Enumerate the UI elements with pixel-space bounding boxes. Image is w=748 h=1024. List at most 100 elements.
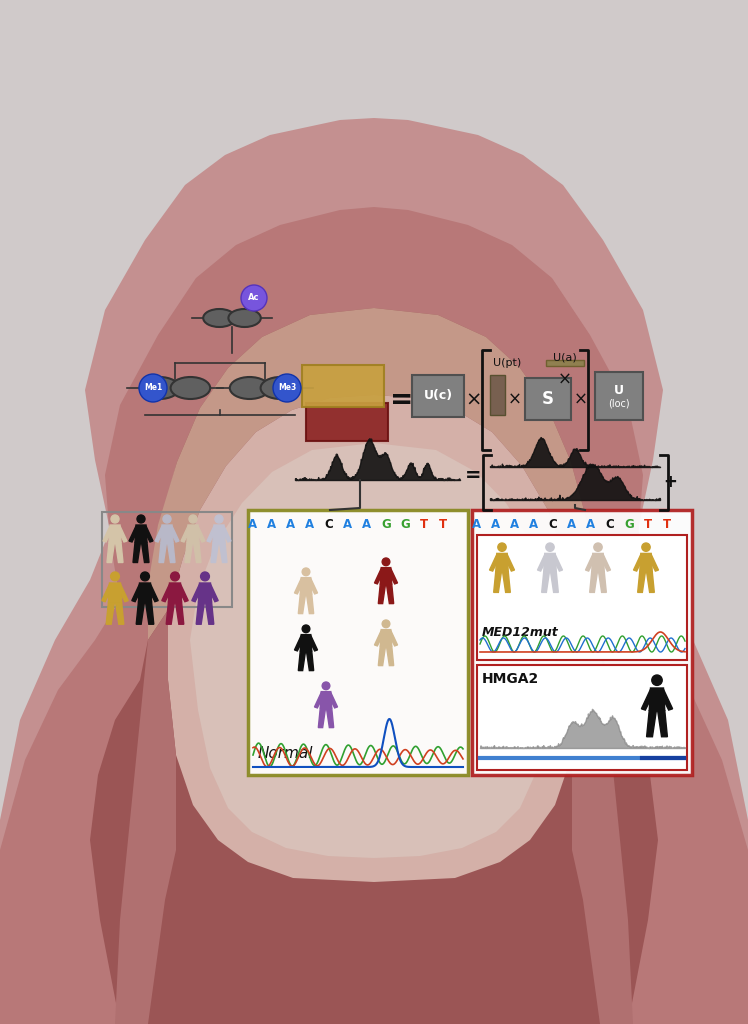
Text: A: A [568, 517, 577, 530]
Polygon shape [219, 543, 227, 562]
Text: T: T [420, 517, 428, 530]
FancyBboxPatch shape [248, 510, 468, 775]
Text: G: G [400, 517, 410, 530]
Polygon shape [161, 525, 173, 543]
Text: T: T [439, 517, 447, 530]
Circle shape [141, 572, 150, 581]
Text: C: C [606, 517, 614, 530]
Polygon shape [592, 553, 604, 571]
Polygon shape [0, 207, 748, 1024]
Text: U(c): U(c) [423, 389, 453, 402]
Polygon shape [195, 526, 205, 542]
Polygon shape [542, 571, 550, 593]
Text: A: A [248, 517, 257, 530]
Polygon shape [162, 584, 173, 602]
Polygon shape [375, 568, 384, 584]
Polygon shape [657, 711, 667, 736]
FancyBboxPatch shape [477, 665, 687, 770]
Polygon shape [328, 692, 337, 708]
Ellipse shape [171, 377, 210, 399]
Polygon shape [103, 526, 113, 542]
Text: ×: × [508, 391, 522, 409]
Polygon shape [646, 571, 654, 593]
Text: MED12mut: MED12mut [482, 626, 559, 639]
Text: A: A [286, 517, 295, 530]
Polygon shape [302, 365, 384, 407]
Polygon shape [168, 543, 175, 562]
Polygon shape [169, 526, 179, 542]
Polygon shape [136, 602, 144, 625]
Text: Ac: Ac [248, 294, 260, 302]
Polygon shape [308, 636, 317, 651]
Text: A: A [305, 517, 315, 530]
Polygon shape [595, 372, 643, 420]
Polygon shape [307, 594, 313, 613]
Polygon shape [319, 709, 325, 728]
Polygon shape [129, 526, 139, 542]
Polygon shape [115, 602, 124, 625]
Polygon shape [308, 579, 317, 594]
FancyBboxPatch shape [477, 535, 687, 660]
Polygon shape [387, 585, 393, 603]
Text: +: + [663, 473, 677, 490]
Polygon shape [298, 594, 305, 613]
Text: A: A [586, 517, 595, 530]
Text: G: G [381, 517, 391, 530]
Polygon shape [181, 526, 191, 542]
Polygon shape [196, 602, 204, 625]
Polygon shape [538, 554, 548, 571]
Polygon shape [207, 584, 218, 602]
Polygon shape [135, 525, 147, 543]
Circle shape [273, 374, 301, 402]
Polygon shape [168, 583, 182, 602]
Circle shape [546, 543, 554, 551]
Polygon shape [146, 602, 154, 625]
Polygon shape [551, 571, 558, 593]
Text: A: A [491, 517, 500, 530]
Polygon shape [190, 443, 558, 858]
Text: A: A [510, 517, 520, 530]
Polygon shape [380, 567, 392, 585]
Text: =: = [465, 466, 481, 484]
Polygon shape [634, 554, 644, 571]
Polygon shape [314, 692, 324, 708]
Polygon shape [320, 691, 332, 709]
Text: (loc): (loc) [608, 398, 630, 409]
Polygon shape [106, 602, 114, 625]
Circle shape [111, 515, 119, 523]
Text: U(pt): U(pt) [493, 358, 521, 368]
Polygon shape [115, 610, 176, 1024]
Polygon shape [648, 554, 658, 571]
Polygon shape [490, 375, 505, 415]
Text: A: A [268, 517, 277, 530]
Ellipse shape [260, 377, 300, 399]
Polygon shape [102, 584, 113, 602]
Text: ×: × [558, 371, 572, 389]
Polygon shape [306, 403, 388, 441]
Circle shape [137, 515, 145, 523]
Text: HMGA2: HMGA2 [482, 672, 539, 686]
Circle shape [302, 625, 310, 633]
Polygon shape [185, 543, 192, 562]
Polygon shape [375, 631, 384, 646]
Circle shape [111, 572, 120, 581]
Ellipse shape [140, 377, 180, 399]
Polygon shape [191, 584, 203, 602]
Polygon shape [388, 568, 397, 584]
Polygon shape [141, 543, 149, 562]
Polygon shape [295, 579, 304, 594]
Polygon shape [504, 554, 515, 571]
Polygon shape [221, 526, 231, 542]
Text: A: A [530, 517, 539, 530]
Circle shape [215, 515, 223, 523]
Polygon shape [388, 631, 397, 646]
Polygon shape [115, 543, 123, 562]
Polygon shape [412, 375, 464, 417]
Circle shape [163, 515, 171, 523]
Polygon shape [641, 689, 654, 710]
Polygon shape [387, 646, 393, 666]
Polygon shape [586, 554, 596, 571]
Circle shape [171, 572, 180, 581]
Polygon shape [326, 709, 334, 728]
Polygon shape [187, 525, 199, 543]
